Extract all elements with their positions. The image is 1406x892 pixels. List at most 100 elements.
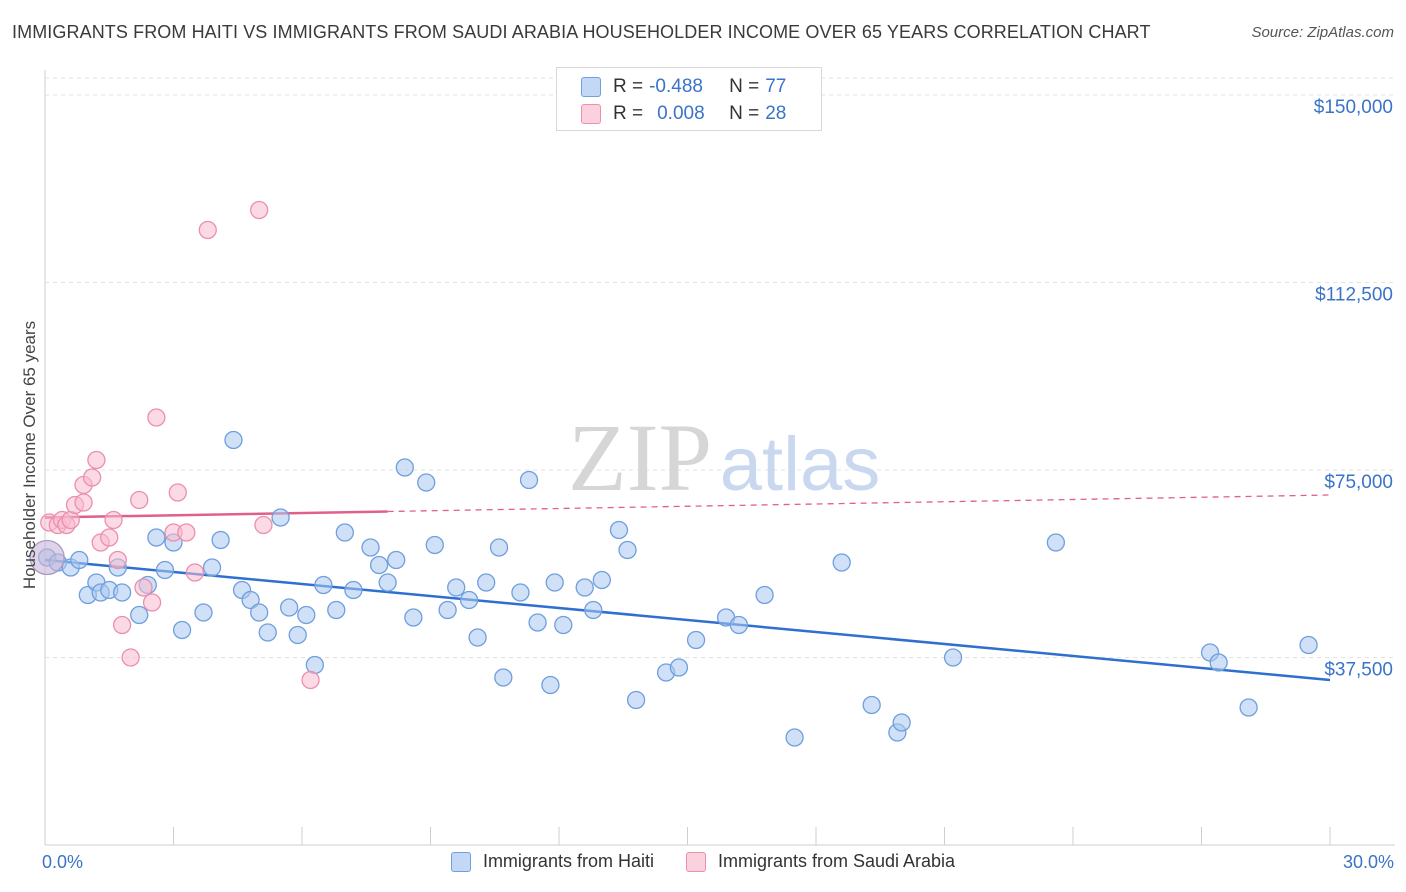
point-haiti [1209,653,1228,672]
legend-n-value: 28 [765,103,787,124]
point-saudi [198,220,217,240]
trend-line-saudi-solid [44,510,388,519]
point-haiti [626,690,646,710]
point-cluster [29,539,65,576]
point-saudi [108,550,127,570]
point-haiti [387,550,406,570]
legend-label-haiti: Immigrants from Haiti [482,851,654,871]
x-tick-label-max: 30.0% [1342,852,1394,872]
legend-row-saudi: R = 0.008 N = 28 [581,102,786,126]
legend-swatch-haiti [450,851,471,872]
point-haiti [395,458,414,477]
point-saudi [168,483,187,502]
point-haiti [892,713,911,732]
point-haiti [1239,698,1258,717]
point-haiti [1046,533,1066,552]
legend-swatch-saudi [685,851,706,872]
point-haiti [70,550,89,570]
point-haiti [344,580,363,600]
trend-line-saudi-dashed [387,494,1331,513]
point-haiti [155,560,175,580]
y-tick-label: $37,500 [1324,660,1393,681]
legend-r-value: 0.008 [657,103,705,124]
series-legend: Immigrants from Haiti Immigrants from Sa… [0,851,1406,872]
point-saudi [87,450,106,470]
point-haiti [425,535,444,555]
point-saudi [121,648,140,667]
y-axis-title: Householder Income Over 65 years [20,320,39,590]
point-haiti [541,675,560,695]
point-saudi [301,670,320,690]
point-haiti [729,615,749,635]
point-haiti [279,598,299,617]
legend-n-label: N = [729,103,760,124]
point-haiti [335,523,354,542]
grid-lines [45,77,1395,658]
y-tick-labels: $37,500 $75,000 $112,500 $150,000 [1314,97,1393,681]
y-tick-label: $75,000 [1324,472,1393,493]
point-saudi [254,515,273,535]
point-saudi [177,523,196,542]
point-saudi [130,490,149,510]
point-haiti [288,625,307,645]
point-haiti [943,648,963,667]
source-label: Source: ZipAtlas.com [1251,24,1394,41]
y-tick-label: $112,500 [1315,285,1393,306]
trend-lines [44,494,1331,682]
point-saudi [61,510,80,530]
point-saudi [147,408,166,427]
legend-item-haiti[interactable]: Immigrants from Haiti [450,851,654,872]
point-haiti [459,590,479,610]
point-haiti [832,553,851,572]
point-haiti [494,668,513,687]
point-haiti [1299,635,1318,655]
point-haiti [755,585,774,605]
point-haiti [271,508,290,527]
point-haiti [258,623,277,642]
chart-title: IMMIGRANTS FROM HAITI VS IMMIGRANTS FROM… [12,22,1151,42]
point-saudi [74,493,93,512]
point-haiti [241,590,260,610]
y-tick-label: $150,000 [1314,97,1393,118]
legend-n-value: 77 [765,76,787,97]
legend-swatch-saudi [581,104,601,124]
point-saudi [104,510,123,530]
legend-row-haiti: R = -0.488 N = 77 [581,75,786,99]
point-haiti [112,583,132,602]
point-haiti [378,573,397,592]
point-haiti [224,430,243,450]
point-haiti [211,530,230,550]
x-tick-label-min: 0.0% [42,852,84,872]
watermark-zip: ZIP [568,404,712,511]
watermark-atlas: atlas [720,422,881,507]
legend-r-label: R = [613,103,644,124]
scatter-points [29,200,1318,747]
point-haiti [468,628,487,647]
point-haiti [297,605,316,625]
legend-item-saudi[interactable]: Immigrants from Saudi Arabia [685,851,955,872]
point-haiti [202,558,222,577]
point-haiti [361,538,380,557]
point-haiti [575,578,594,597]
point-haiti [417,473,436,492]
point-saudi [134,578,153,597]
legend-r-value: -0.488 [649,76,703,97]
point-saudi [185,563,205,582]
point-haiti [172,620,192,640]
legend-r-label: R = [613,76,644,97]
point-haiti [669,658,689,677]
point-haiti [618,540,637,560]
point-haiti [609,520,629,540]
point-haiti [862,695,881,715]
point-saudi [142,593,162,612]
point-haiti [511,583,530,602]
watermark: ZIP atlas [568,404,880,511]
point-haiti [528,613,547,632]
point-haiti [369,555,389,575]
point-haiti [305,655,325,675]
point-haiti [519,470,539,490]
point-haiti [327,600,346,620]
legend-n-label: N = [729,76,760,97]
point-haiti [250,603,269,622]
